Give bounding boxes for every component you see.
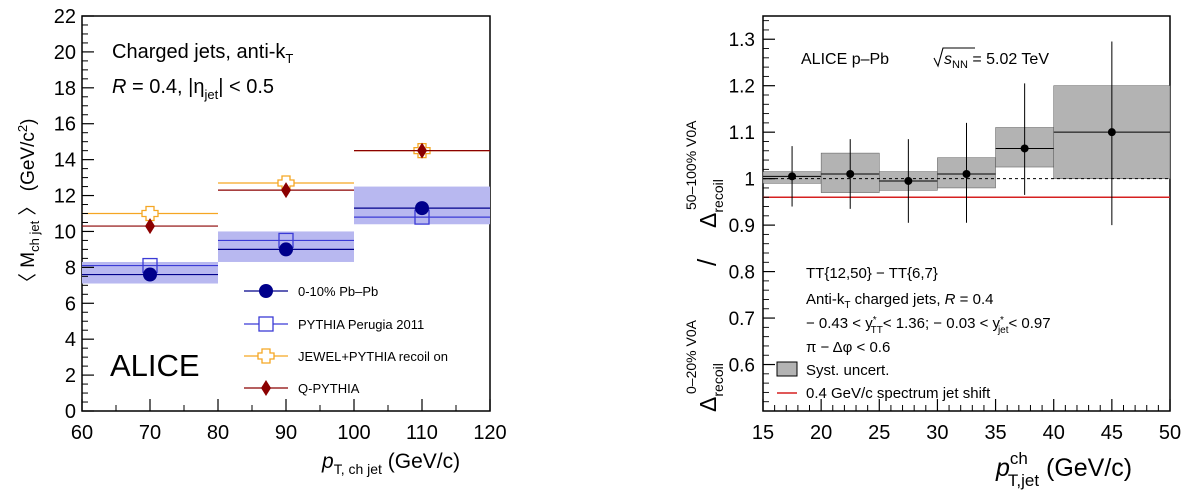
x-tick-label: 30: [926, 422, 948, 444]
y-tick-label: 6: [65, 293, 76, 315]
right-annotation-tt: TT{12,50} − TT{6,7}: [806, 265, 938, 282]
legend-label-qpythia: Q-PYTHIA: [298, 381, 360, 396]
legend-label-pythia: PYTHIA Perugia 2011: [298, 317, 424, 332]
legend-marker-qpythia: [261, 380, 271, 396]
y-tick-label: 0.8: [729, 263, 755, 284]
x-tick-label: 15: [752, 422, 774, 444]
y-tick-label: 1.3: [729, 30, 755, 51]
y-tick-label: 0.9: [729, 216, 755, 237]
sqrt-sign-icon: [933, 47, 975, 68]
right-data-points: [763, 41, 1170, 226]
y-tick-label: 2: [65, 365, 76, 387]
legend-syst-swatch: [776, 361, 798, 377]
y-tick-label: 8: [65, 257, 76, 279]
left-series: [82, 142, 490, 282]
right-legend: Syst. uncert. 0.4 GeV/c spectrum jet shi…: [776, 361, 991, 402]
right-y-label-numerator: Δrecoil: [695, 363, 726, 412]
y-tick-label: 14: [54, 150, 76, 172]
y-tick-label: 10: [54, 221, 76, 243]
y-tick-label: 0.6: [729, 356, 755, 377]
right-annotation-rapidity: − 0.43 < y* TT< 1.36; − 0.03 < y* jet< 0.9…: [806, 315, 1051, 336]
x-tick-label: 60: [71, 422, 93, 444]
x-tick-label: 70: [139, 422, 161, 444]
right-chart: 15 20 25 30 35 40 45 50 0.60.70.80.911.11.21.3 …: [683, 15, 1181, 490]
x-tick-label: 25: [868, 422, 890, 444]
x-tick-label: 40: [1043, 422, 1065, 444]
data-point-pbpb: [143, 267, 157, 282]
right-y-label-numerator-sup: 0–20% V0A: [683, 319, 699, 394]
data-point: [904, 176, 913, 185]
left-annotation-line1: Charged jets, anti-kT: [112, 41, 293, 66]
legend-marker-pythia: [258, 316, 274, 332]
y-tick-label: 22: [54, 6, 76, 28]
left-x-axis-label: pT, ch jet (GeV/c): [321, 450, 460, 477]
left-chart: 60 70 80 90 100 110 120 0 2 4 6 8 10 12 14 16 18 20 22 Ch…: [15, 6, 507, 477]
right-x-axis-label: pch T,jet (GeV/c): [995, 449, 1132, 490]
right-y-axis-label: Δrecoil 0–20% V0A / Δrecoil 50–100% V0A: [683, 120, 726, 412]
data-point-jewel: [141, 205, 159, 222]
right-plot-frame: [762, 15, 1171, 412]
legend-syst-label: Syst. uncert.: [806, 362, 889, 379]
y-tick-label: 0: [65, 401, 76, 423]
x-tick-label: 50: [1159, 422, 1181, 444]
data-point: [1107, 128, 1116, 137]
y-tick-label: 1: [744, 170, 755, 191]
x-tick-label: 45: [1101, 422, 1123, 444]
x-tick-label: 110: [406, 422, 438, 444]
left-experiment-label: ALICE: [110, 348, 200, 383]
right-annotation-jets: Anti-kT charged jets, R = 0.4: [806, 291, 993, 311]
left-x-ticks: 60 70 80 90 100 110 120: [71, 399, 507, 444]
x-tick-label: 120: [473, 422, 506, 444]
data-point-pbpb: [415, 201, 429, 216]
y-tick-label: 0.7: [729, 309, 755, 330]
legend-shift-label: 0.4 GeV/c spectrum jet shift: [806, 385, 991, 402]
right-title: ALICE p–Pb sNN = 5.02 TeV: [801, 47, 1049, 71]
right-title-energy: sNN = 5.02 TeV: [944, 51, 1049, 71]
y-tick-label: 12: [54, 186, 76, 208]
right-x-ticks: 15 20 25 30 35 40 45 50: [752, 399, 1181, 444]
data-point-qpythia: [145, 218, 155, 235]
data-point: [962, 170, 971, 178]
y-tick-label: 16: [54, 114, 76, 136]
legend-marker-jewel: [257, 348, 275, 364]
x-tick-label: 20: [810, 422, 832, 444]
y-tick-label: 1.1: [729, 123, 755, 144]
legend-label-jewel: JEWEL+PYTHIA recoil on: [298, 349, 448, 364]
y-tick-label: 18: [54, 78, 76, 100]
x-tick-label: 100: [337, 422, 370, 444]
data-point: [846, 170, 855, 178]
data-point: [1020, 144, 1029, 153]
legend-marker-pbpb: [259, 284, 273, 298]
x-tick-label: 90: [275, 422, 297, 444]
right-annotation-phi: π − Δφ < 0.6: [806, 339, 890, 356]
right-y-label-denominator: Δrecoil: [695, 179, 726, 228]
y-tick-label: 20: [54, 42, 76, 64]
y-tick-label: 1.2: [729, 77, 755, 98]
right-y-label-denominator-sup: 50–100% V0A: [683, 120, 699, 210]
left-y-ticks: 0 2 4 6 8 10 12 14 16 18 20 22: [54, 6, 94, 423]
left-y-axis-label: 〈 Mch jet 〉 (GeV/c2): [15, 119, 42, 292]
data-point-qpythia: [281, 182, 291, 199]
left-annotation-line2: R = 0.4, |ηjet| < 0.5: [112, 76, 274, 102]
x-tick-label: 35: [984, 422, 1006, 444]
data-point-pbpb: [279, 242, 293, 257]
right-title-text: ALICE p–Pb: [801, 51, 889, 68]
data-point-qpythia: [417, 142, 427, 159]
y-tick-label: 4: [65, 329, 76, 351]
right-y-ticks: 0.6 0.7 0.8 0.9 1 1.1 1.2 1.3: [729, 20, 775, 403]
right-y-label-slash: /: [692, 258, 722, 266]
legend-label-pbpb: 0-10% Pb–Pb: [298, 284, 378, 299]
data-point: [788, 172, 797, 181]
x-tick-label: 80: [207, 422, 229, 444]
left-legend: 0-10% Pb–Pb PYTHIA Perugia 2011 JEWEL+PY…: [244, 284, 448, 396]
